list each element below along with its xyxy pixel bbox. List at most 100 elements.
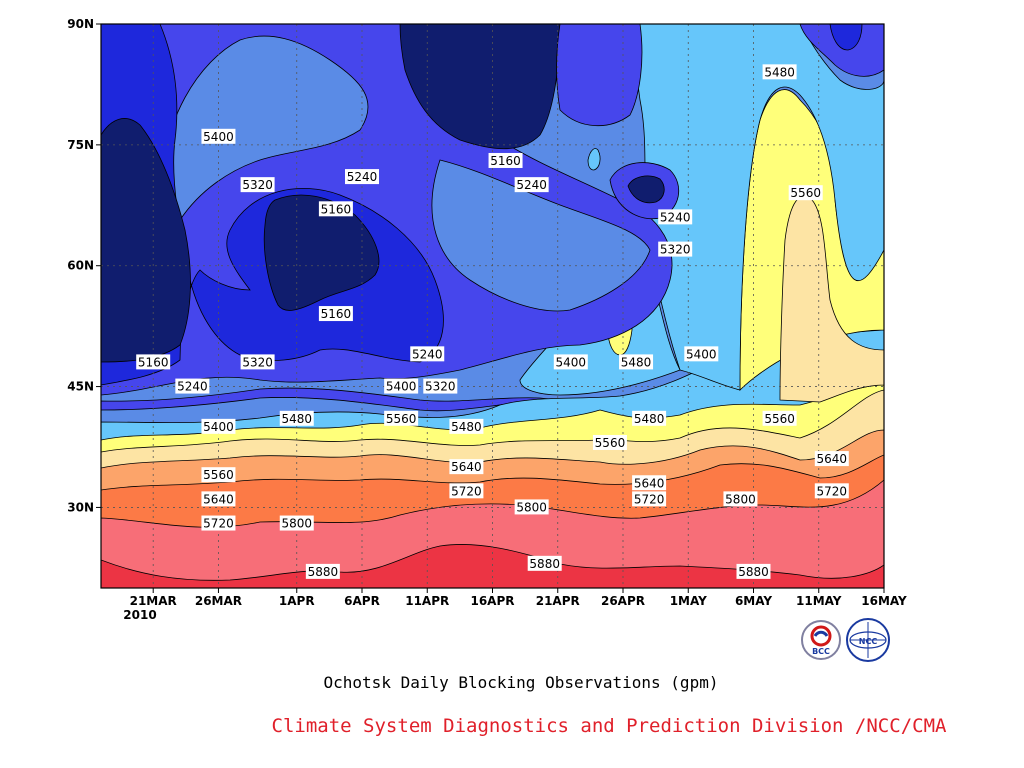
- contour-label: 5320: [423, 378, 458, 394]
- contour-label-bg: [592, 434, 627, 450]
- bcc-logo-text: BCC: [812, 647, 830, 656]
- contour-label-text: 5560: [764, 412, 795, 426]
- contour-label-text: 5320: [425, 380, 456, 394]
- contour-label-bg: [762, 64, 797, 80]
- x-tick-label: 1MAY: [670, 594, 707, 608]
- contour-label-text: 5400: [203, 130, 234, 144]
- contour-label-bg: [201, 467, 236, 483]
- region-5160-ne: [829, 24, 863, 51]
- contour-label-bg: [279, 410, 314, 426]
- x-tick-label: 11APR: [405, 594, 449, 608]
- contour-label-bg: [762, 410, 797, 426]
- contour-label: 5480: [279, 410, 314, 426]
- contour-label-bg: [423, 378, 458, 394]
- contour-label: 5560: [201, 467, 236, 483]
- contour-label: 5720: [201, 515, 236, 531]
- contour-label-bg: [488, 152, 523, 168]
- contour-label-bg: [514, 177, 549, 193]
- x-tick-label: 6APR: [344, 594, 380, 608]
- contour-labels: 5400 5320 5240 5160 5160 5160 5240 5320 5240 5160…: [136, 64, 849, 579]
- contour-label: 5160: [318, 306, 353, 322]
- contour-label-text: 5800: [725, 492, 756, 506]
- region-5320-hole2: [431, 159, 651, 312]
- contour-label-bg: [449, 418, 484, 434]
- contour-label-text: 5320: [242, 178, 273, 192]
- contour-label: 5800: [723, 491, 758, 507]
- contour-label-text: 5560: [386, 412, 417, 426]
- contour-label: 5480: [449, 418, 484, 434]
- contour-label: 5240: [410, 346, 445, 362]
- contour-label-bg: [201, 128, 236, 144]
- contour-label-text: 5640: [817, 452, 848, 466]
- contour-label-text: 5720: [817, 484, 848, 498]
- x-tick-label: 21APR: [536, 594, 580, 608]
- contour-label: 5400: [384, 378, 419, 394]
- contour-label-bg: [345, 169, 379, 185]
- contour-label: 5880: [527, 555, 562, 571]
- ncc-logo: NCC: [846, 618, 890, 662]
- contour-label-bg: [384, 378, 419, 394]
- contour-label: 5160: [136, 354, 171, 370]
- contour-label-text: 5640: [451, 460, 482, 474]
- contour-label: 5560: [788, 185, 823, 201]
- contour-label-bg: [723, 491, 758, 507]
- y-axis: 30N 45N 60N 75N 90N: [67, 17, 101, 514]
- contour-label-text: 5400: [556, 355, 587, 369]
- region-5320-top: [556, 24, 643, 127]
- contour-label-bg: [814, 451, 849, 467]
- contour-label-text: 5160: [138, 355, 169, 369]
- contour-label: 5480: [632, 410, 667, 426]
- contour-label-text: 5480: [451, 420, 482, 434]
- contour-label-bg: [175, 378, 210, 394]
- contour-label-bg: [449, 459, 484, 475]
- contour-label: 5240: [514, 177, 549, 193]
- contour-label-bg: [384, 410, 419, 426]
- contour-label-text: 5240: [516, 178, 547, 192]
- x-year-label: 2010: [123, 608, 156, 622]
- contour-label: 5240: [175, 378, 210, 394]
- contour-label: 5160: [318, 201, 353, 217]
- contour-label-text: 5400: [386, 380, 417, 394]
- contour-label-text: 5480: [634, 412, 665, 426]
- contour-label-bg: [632, 491, 667, 507]
- y-tick-label: 90N: [67, 17, 94, 31]
- contour-label-bg: [305, 563, 340, 579]
- contour-label-text: 5800: [516, 500, 547, 514]
- contour-label-text: 5640: [634, 476, 665, 490]
- contour-label-text: 5240: [412, 347, 443, 361]
- contour-label-text: 5240: [660, 210, 691, 224]
- contour-label: 5240: [658, 209, 693, 225]
- contour-label-bg: [553, 354, 588, 370]
- contour-label-bg: [632, 410, 667, 426]
- contour-label-text: 5720: [634, 492, 665, 506]
- contour-label: 5720: [632, 491, 667, 507]
- contour-label-bg: [201, 515, 236, 531]
- contour-label-text: 5880: [308, 565, 339, 579]
- contour-label-text: 5480: [281, 412, 312, 426]
- contour-label: 5800: [279, 515, 314, 531]
- contour-label: 5720: [449, 483, 484, 499]
- contour-label-text: 5160: [321, 202, 352, 216]
- contour-label-text: 5880: [529, 557, 560, 571]
- contour-label-text: 5160: [321, 307, 352, 321]
- x-tick-label: 16MAY: [861, 594, 907, 608]
- contour-label-text: 5320: [242, 355, 273, 369]
- contour-label-bg: [684, 346, 719, 362]
- x-tick-label: 26APR: [601, 594, 645, 608]
- contour-label-bg: [619, 354, 654, 370]
- contour-label-text: 5400: [203, 420, 234, 434]
- contour-label: 5400: [553, 354, 588, 370]
- contour-label-text: 5320: [660, 243, 691, 257]
- region-5160-top: [399, 24, 561, 150]
- contour-label: 5560: [592, 434, 627, 450]
- x-tick-label: 16APR: [470, 594, 514, 608]
- x-tick-label: 21MAR: [130, 594, 177, 608]
- contour-label-bg: [658, 209, 693, 225]
- contour-label-text: 5720: [203, 517, 234, 531]
- bcc-logo: BCC: [801, 620, 841, 660]
- credit-line: Climate System Diagnostics and Predictio…: [272, 715, 947, 737]
- contour-label-text: 5640: [203, 492, 234, 506]
- contour-label-bg: [788, 185, 823, 201]
- ncc-logo-text: NCC: [859, 637, 878, 646]
